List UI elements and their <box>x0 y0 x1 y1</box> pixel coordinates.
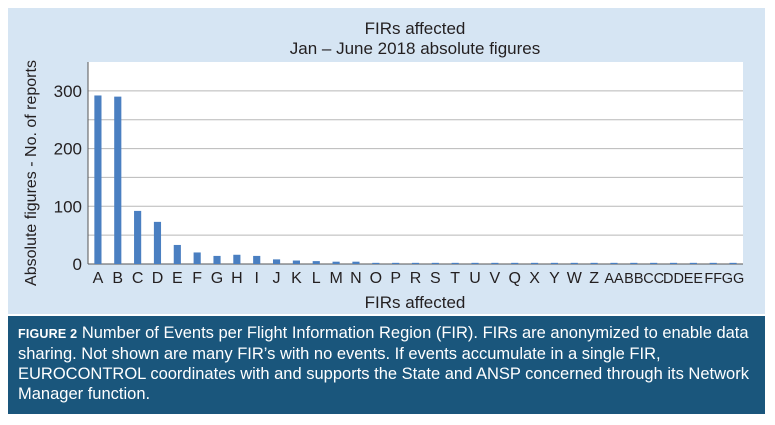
bar <box>689 262 697 264</box>
bar <box>94 95 102 264</box>
bar <box>491 262 499 264</box>
x-tick-label: I <box>254 270 258 287</box>
bar <box>531 262 539 264</box>
bar <box>193 252 201 264</box>
x-axis-label: FIRs affected <box>365 293 466 312</box>
x-tick-label: K <box>291 270 302 287</box>
bar <box>312 261 320 264</box>
x-tick-label: Z <box>589 270 599 287</box>
x-tick-label: P <box>390 270 401 287</box>
bar <box>709 262 717 264</box>
bar <box>114 96 122 264</box>
y-tick-label: 300 <box>54 82 82 101</box>
bar <box>292 260 300 264</box>
chart-title: FIRs affected <box>365 19 466 38</box>
y-axis-label: Absolute figures - No. of reports <box>23 60 40 286</box>
x-tick-label: X <box>529 270 540 287</box>
x-tick-label: S <box>430 270 441 287</box>
x-tick-label: EE <box>684 271 704 287</box>
x-tick-label: DD <box>663 271 684 287</box>
x-tick-label: C <box>132 270 144 287</box>
bar <box>550 262 559 264</box>
x-tick-label: F <box>192 270 202 287</box>
x-tick-label: U <box>469 270 481 287</box>
x-tick-label: Y <box>549 270 560 287</box>
caption-label: FIGURE 2 <box>18 327 78 341</box>
bar <box>253 255 261 264</box>
x-tick-label: J <box>273 270 281 287</box>
x-tick-label: L <box>312 270 321 287</box>
bar <box>570 262 578 264</box>
bar <box>650 262 658 264</box>
bar <box>134 210 142 264</box>
x-tick-label: H <box>231 270 243 287</box>
bar <box>610 262 618 264</box>
x-tick-label: AA <box>604 271 624 287</box>
bar <box>431 262 439 264</box>
bar <box>451 262 459 264</box>
figure-caption: FIGURE 2 Number of Events per Flight Inf… <box>8 316 765 414</box>
x-tick-label: BB <box>624 271 643 287</box>
bar <box>173 244 181 264</box>
x-tick-label: FF <box>704 271 722 287</box>
bar <box>411 262 420 264</box>
x-tick-label: A <box>93 270 104 287</box>
bar <box>233 254 241 264</box>
bar <box>471 262 479 264</box>
y-tick-label: 0 <box>73 255 82 274</box>
x-tick-label: E <box>172 270 183 287</box>
bar <box>372 262 380 264</box>
x-tick-label: V <box>490 270 501 287</box>
bar <box>729 262 737 264</box>
bar <box>153 221 162 264</box>
x-tick-label: GG <box>722 271 745 287</box>
bar <box>630 262 638 264</box>
bar <box>213 255 221 264</box>
x-tick-label: R <box>410 270 422 287</box>
chart-frame: FIRs affected Jan – June 2018 absolute fi… <box>8 8 765 314</box>
bar <box>669 262 678 264</box>
x-tick-label: O <box>370 270 382 287</box>
bar <box>332 261 340 264</box>
x-tick-label: M <box>329 270 342 287</box>
chart-subtitle: Jan – June 2018 absolute figures <box>290 39 540 58</box>
x-tick-label: B <box>112 270 123 287</box>
bar <box>511 262 519 264</box>
bar <box>392 262 400 264</box>
x-tick-label: Q <box>509 270 521 287</box>
caption-text: Number of Events per Flight Information … <box>18 324 749 403</box>
x-tick-label: D <box>152 270 164 287</box>
y-tick-label: 100 <box>54 197 82 216</box>
bar <box>272 259 281 264</box>
x-tick-label: T <box>450 270 460 287</box>
bar <box>590 262 598 264</box>
y-tick-label: 200 <box>54 140 82 159</box>
x-tick-label: G <box>211 270 223 287</box>
x-tick-label: N <box>350 270 362 287</box>
bar <box>352 261 360 264</box>
plot-area <box>88 62 743 264</box>
x-tick-label: W <box>567 270 583 287</box>
x-tick-label: CC <box>643 271 664 287</box>
